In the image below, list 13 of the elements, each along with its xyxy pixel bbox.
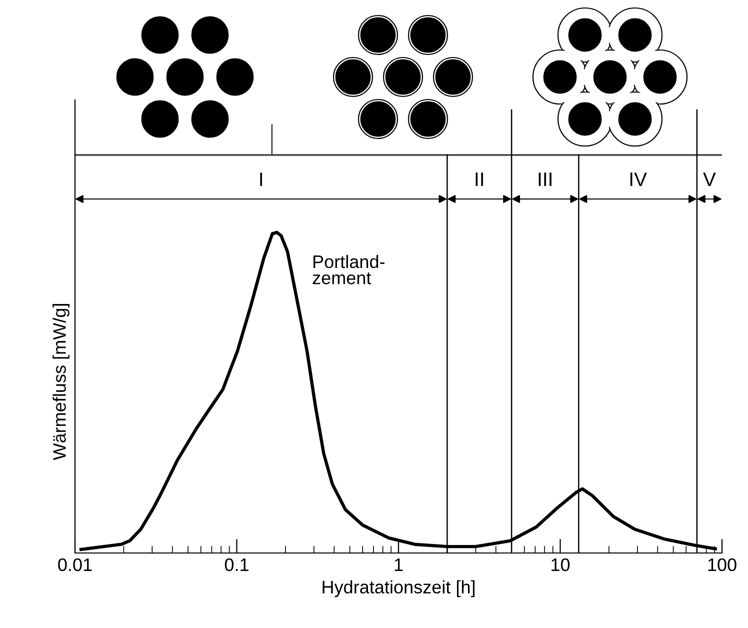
text: V xyxy=(703,172,716,186)
text: I xyxy=(260,172,262,186)
y-axis-title: Wärmefluss [mW/g] xyxy=(52,304,70,460)
text: II xyxy=(476,172,483,186)
text: III xyxy=(538,172,552,186)
x-tick-label: 100 xyxy=(708,558,736,572)
x-tick-label: 1 xyxy=(394,558,403,571)
x-axis-title: Hydratationszeit [h] xyxy=(322,580,474,598)
x-tick-label: 0.1 xyxy=(224,558,248,572)
x-tick-label: 0.01 xyxy=(58,558,92,572)
series-label: Portland- zement xyxy=(312,254,384,284)
x-tick-label: 10 xyxy=(552,558,570,572)
text: IV xyxy=(630,172,647,186)
